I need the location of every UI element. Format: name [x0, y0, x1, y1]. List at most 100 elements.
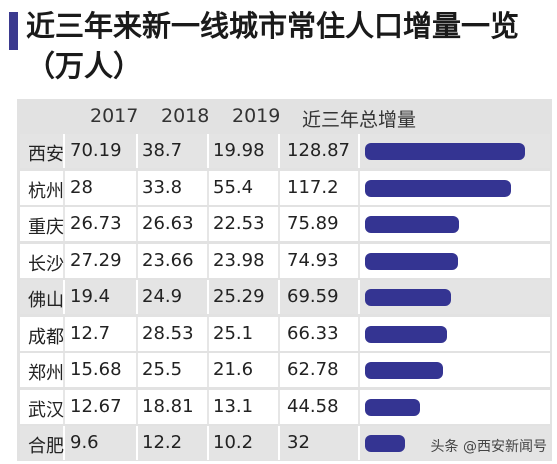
- value-2019: 25.29: [213, 286, 265, 307]
- total-increase-bar: [365, 435, 405, 452]
- chart-title: 近三年来新一线城市常住人口增量一览（万人）: [26, 9, 520, 83]
- city-name: 武汉: [28, 399, 64, 421]
- value-total: 117.2: [287, 176, 339, 198]
- total-increase-bar: [365, 398, 420, 416]
- value-2017: 12.67: [70, 395, 122, 417]
- value-2018: 33.8: [142, 176, 183, 198]
- table-row: 佛山 19.4 24.9 25.29 69.59: [20, 280, 550, 314]
- value-total: 128.87: [287, 140, 350, 161]
- value-2019: 25.1: [213, 322, 254, 344]
- header-total-increase: 近三年总增量: [302, 109, 417, 131]
- city-name: 长沙: [28, 253, 64, 275]
- column-separator: [278, 243, 280, 278]
- column-separator: [207, 389, 209, 424]
- column-separator: [136, 207, 138, 241]
- value-2017: 15.68: [70, 359, 122, 380]
- column-separator: [278, 353, 280, 387]
- value-2017: 12.7: [70, 322, 111, 344]
- value-2019: 19.98: [213, 140, 265, 161]
- column-separator: [63, 134, 65, 168]
- column-separator: [207, 134, 209, 168]
- table-row: 合肥 9.6 12.2 10.2 32: [20, 426, 550, 460]
- column-separator: [63, 207, 65, 241]
- column-separator: [136, 243, 138, 278]
- total-increase-bar: [365, 179, 511, 197]
- value-2017: 19.4: [70, 286, 111, 307]
- column-separator: [207, 353, 209, 387]
- total-increase-bar: [365, 362, 443, 379]
- value-2017: 9.6: [70, 432, 99, 453]
- header-2017: 2017: [90, 105, 139, 127]
- table-row: 成都 12.7 28.53 25.1 66.33: [20, 316, 550, 351]
- column-separator: [358, 389, 360, 424]
- value-total: 66.33: [287, 322, 339, 344]
- column-separator: [207, 280, 209, 314]
- value-2018: 26.63: [142, 213, 194, 234]
- value-2017: 27.29: [70, 249, 122, 271]
- column-separator: [63, 316, 65, 351]
- column-separator: [136, 170, 138, 205]
- column-separator: [278, 280, 280, 314]
- city-name: 成都: [28, 326, 64, 348]
- column-separator: [358, 170, 360, 205]
- value-2019: 23.98: [213, 249, 265, 271]
- value-2019: 22.53: [213, 213, 265, 234]
- column-separator: [63, 353, 65, 387]
- total-increase-bar: [365, 143, 525, 160]
- city-name: 杭州: [28, 180, 64, 202]
- column-separator: [278, 134, 280, 168]
- total-increase-bar: [365, 216, 459, 233]
- value-2017: 70.19: [70, 140, 122, 161]
- column-separator: [136, 389, 138, 424]
- column-separator: [207, 207, 209, 241]
- header-2019: 2019: [232, 105, 281, 127]
- value-2019: 13.1: [213, 395, 254, 417]
- city-name: 佛山: [28, 290, 64, 311]
- column-separator: [136, 280, 138, 314]
- value-2018: 23.66: [142, 249, 194, 271]
- column-separator: [278, 207, 280, 241]
- column-separator: [63, 389, 65, 424]
- value-2019: 10.2: [213, 432, 254, 453]
- table-header: 2017 2018 2019 近三年总增量: [17, 101, 552, 131]
- column-separator: [136, 316, 138, 351]
- value-total: 44.58: [287, 395, 339, 417]
- value-2019: 21.6: [213, 359, 254, 380]
- city-name: 重庆: [28, 217, 64, 238]
- column-separator: [63, 426, 65, 460]
- table-row: 重庆 26.73 26.63 22.53 75.89: [20, 207, 550, 241]
- table-row: 武汉 12.67 18.81 13.1 44.58: [20, 389, 550, 424]
- column-separator: [278, 426, 280, 460]
- column-separator: [136, 426, 138, 460]
- value-total: 75.89: [287, 213, 339, 234]
- value-2018: 38.7: [142, 140, 183, 161]
- table-row: 郑州 15.68 25.5 21.6 62.78: [20, 353, 550, 387]
- column-separator: [207, 243, 209, 278]
- column-separator: [136, 134, 138, 168]
- value-total: 32: [287, 432, 310, 453]
- table-row: 长沙 27.29 23.66 23.98 74.93: [20, 243, 550, 278]
- title-accent-bar: [9, 12, 18, 50]
- column-separator: [358, 134, 360, 168]
- column-separator: [358, 243, 360, 278]
- column-separator: [63, 170, 65, 205]
- column-separator: [136, 353, 138, 387]
- total-increase-bar: [365, 325, 447, 343]
- column-separator: [207, 170, 209, 205]
- value-total: 62.78: [287, 359, 339, 380]
- value-2018: 25.5: [142, 359, 183, 380]
- source-watermark: 头条 @西安新闻号: [430, 439, 547, 455]
- value-2017: 28: [70, 176, 93, 198]
- header-2018: 2018: [161, 105, 210, 127]
- table-row: 杭州 28 33.8 55.4 117.2: [20, 170, 550, 205]
- column-separator: [63, 243, 65, 278]
- column-separator: [207, 316, 209, 351]
- column-separator: [278, 389, 280, 424]
- value-total: 69.59: [287, 286, 339, 307]
- column-separator: [358, 280, 360, 314]
- column-separator: [278, 170, 280, 205]
- value-2018: 28.53: [142, 322, 194, 344]
- column-separator: [207, 426, 209, 460]
- value-total: 74.93: [287, 249, 339, 271]
- column-separator: [278, 316, 280, 351]
